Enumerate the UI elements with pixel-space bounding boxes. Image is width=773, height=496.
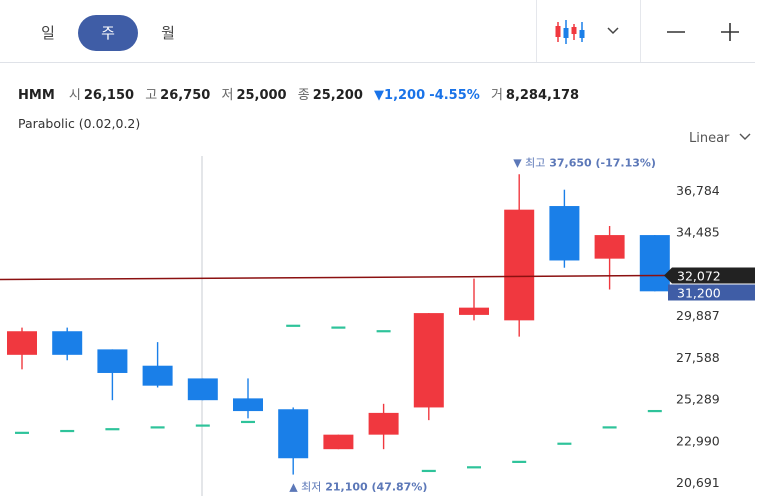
open-label: 시 — [68, 88, 81, 103]
change-value: ▼1,200 — [374, 88, 426, 103]
toolbar-divider — [640, 0, 641, 62]
y-tick-label: 29,887 — [676, 308, 720, 323]
low-value: 25,000 — [236, 88, 287, 103]
candle-body — [323, 434, 354, 450]
stock-name: HMM — [18, 88, 55, 103]
high-annotation: ▼ 최고 37,650 (-17.13%) — [513, 156, 656, 169]
candle-body — [504, 209, 535, 321]
y-tick-label: 27,588 — [676, 350, 720, 365]
quote-info: HMM 시 26,150 고 26,750 저 25,000 종 25,200 ▼1,2… — [18, 84, 586, 103]
candle-body — [52, 331, 83, 355]
candle-body — [594, 235, 625, 259]
tab-month[interactable]: 월 — [161, 24, 175, 42]
change-percent: -4.55% — [429, 88, 480, 103]
candle-body — [639, 235, 670, 292]
toolbar-divider — [536, 0, 537, 62]
high-label: 고 — [145, 88, 158, 103]
candle-body — [459, 307, 489, 315]
current-price-tag-label: 32,072 — [677, 268, 721, 283]
last-price-tag-label: 31,200 — [677, 285, 721, 300]
candle-body — [549, 206, 580, 261]
low-label: 저 — [221, 88, 234, 103]
indicator-label: Parabolic (0.02,0.2) — [18, 116, 141, 131]
price-line — [0, 274, 667, 281]
y-tick-label: 20,691 — [676, 475, 720, 490]
scale-dropdown[interactable]: Linear — [689, 131, 752, 146]
candle-body — [233, 398, 263, 412]
candlestick-chart-icon[interactable] — [552, 14, 588, 50]
current-price-tag — [664, 267, 755, 284]
chevron-down-icon — [739, 133, 751, 140]
last-price-tag — [668, 284, 755, 301]
open-value: 26,150 — [83, 88, 135, 103]
high-value: 26,750 — [160, 88, 211, 103]
candle-body — [187, 378, 218, 401]
toolbar: 일 주 월 — [0, 0, 755, 63]
chevron-down-icon[interactable] — [600, 18, 626, 44]
y-tick-label: 22,990 — [676, 433, 720, 448]
close-value: 25,200 — [312, 88, 363, 103]
volume-label: 거 — [490, 88, 503, 103]
candlestick-chart[interactable]: 36,784 34,485 29,887 27,588 25,289 22,990 20,6… — [0, 150, 773, 496]
plus-icon[interactable] — [716, 18, 744, 46]
low-annotation: ▲ 최저 21,100 (47.87%) — [289, 481, 427, 494]
minus-icon[interactable] — [662, 18, 690, 46]
y-tick-label: 34,485 — [676, 225, 720, 240]
tab-week[interactable]: 주 — [78, 15, 138, 51]
candle-body — [97, 349, 128, 373]
candle-body — [7, 331, 37, 355]
candle-body — [278, 409, 309, 459]
close-label: 종 — [297, 88, 310, 103]
volume-value: 8,284,178 — [505, 88, 580, 103]
candle-body — [368, 412, 399, 435]
y-tick-label: 25,289 — [676, 392, 720, 407]
candle-body — [142, 365, 173, 386]
candle-body — [413, 313, 444, 408]
tab-day[interactable]: 일 — [41, 24, 55, 42]
y-tick-label: 36,784 — [676, 183, 720, 198]
scale-label: Linear — [689, 131, 730, 146]
